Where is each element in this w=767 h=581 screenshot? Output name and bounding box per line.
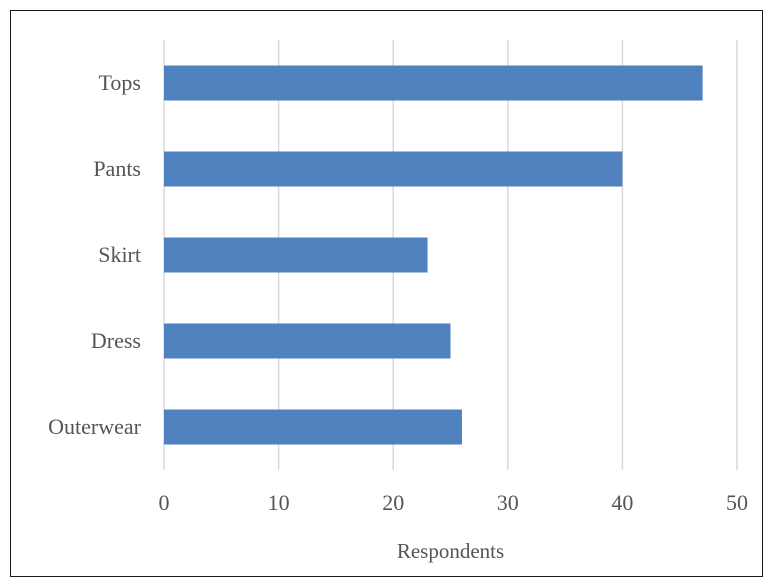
x-tick-label: 10 [268,490,290,515]
x-tick-label: 50 [726,490,748,515]
x-axis-title: Respondents [397,539,504,563]
bar-dress [164,323,451,359]
x-tick-label: 30 [497,490,519,515]
category-label: Skirt [98,242,141,267]
bars [164,65,703,445]
category-label: Tops [99,70,141,95]
x-tick-label: 40 [611,490,633,515]
category-label: Dress [91,328,141,353]
bar-skirt [164,237,428,273]
bar-tops [164,65,703,101]
x-tick-labels: 0 10 20 30 40 50 [159,490,749,515]
category-label: Pants [93,156,141,181]
category-label: Outerwear [48,414,142,439]
x-tick-label: 0 [159,490,170,515]
bar-outerwear [164,409,462,445]
category-labels: Tops Pants Skirt Dress Outerwear [48,70,142,439]
x-tick-label: 20 [382,490,404,515]
bar-pants [164,151,623,187]
chart-frame [10,10,763,577]
gridlines [163,40,738,470]
